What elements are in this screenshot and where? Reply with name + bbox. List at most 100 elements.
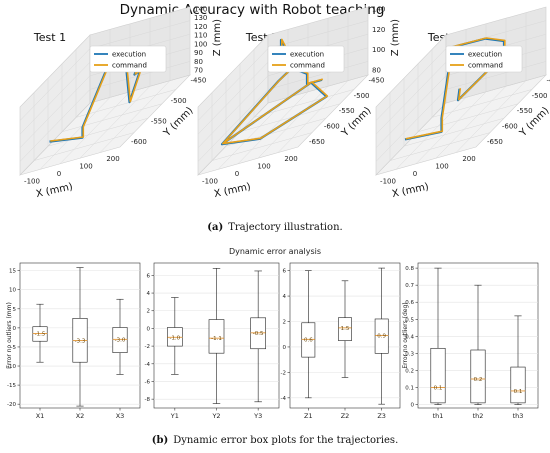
z-axis-label: Z (mm) xyxy=(390,19,401,56)
median-label: 0.2 xyxy=(474,377,483,383)
x-tick-label: 100 xyxy=(257,163,270,171)
z-axis-label: Z (mm) xyxy=(212,19,223,56)
median-label: -0.5 xyxy=(253,331,264,337)
box xyxy=(301,322,316,358)
x-tick-label: 200 xyxy=(284,155,297,163)
z-tick-label: 140 xyxy=(372,5,385,13)
panel-title: Test 1 xyxy=(33,31,66,44)
y-tick-label: 2 xyxy=(147,309,151,315)
y-tick-label: 0.4 xyxy=(405,334,414,340)
box-suptitle: Dynamic error analysis xyxy=(229,247,321,256)
y-tick-label: 0.5 xyxy=(405,317,414,323)
y-tick-label: -450 xyxy=(547,77,550,85)
z-tick-label: 110 xyxy=(194,32,207,40)
y-axis-label: Error no outliers (mm) xyxy=(6,302,13,369)
y-tick-label: -650 xyxy=(487,138,503,146)
y-tick-label: -500 xyxy=(354,92,370,100)
y-tick-label: -20 xyxy=(7,402,16,408)
x-tick-label: Y1 xyxy=(170,412,179,420)
y-tick-label: -550 xyxy=(151,117,167,125)
y-tick-label: 0 xyxy=(283,345,287,351)
box xyxy=(250,317,266,350)
y-tick-label: -4 xyxy=(145,362,151,368)
y-tick-label: 5 xyxy=(13,307,17,313)
x-axis-label: X (mm) xyxy=(213,181,252,200)
z-tick-label: 90 xyxy=(194,49,203,57)
grid-line xyxy=(61,103,163,133)
box xyxy=(374,318,389,354)
median-label: 1.5 xyxy=(341,326,350,332)
x-tick-label: 100 xyxy=(79,163,92,171)
median-label: 0.1 xyxy=(514,389,523,395)
z-tick-label: 100 xyxy=(372,46,385,54)
y-tick-label: -600 xyxy=(502,123,518,131)
z-tick-label: 130 xyxy=(194,14,207,22)
y-tick-label: 0.3 xyxy=(405,351,414,357)
legend-label: command xyxy=(112,62,147,70)
y-tick-label: -650 xyxy=(309,138,325,146)
boxplot-theta: 0.8 0.7 0.6 0.5 0.4 0.3 0.2 0.1 0 Error no outlie… xyxy=(402,262,539,420)
boxplot-x: 15 10 5 0 -5 -10 -15 -20 Error no outliers (mm) -… xyxy=(6,262,141,420)
legend-label: command xyxy=(468,62,503,70)
boxplot-z: 6 4 2 0 -2 -4 0.6 Z1 1.5 Z2 0.9 Z3 xyxy=(281,262,401,420)
box xyxy=(510,366,526,404)
median-label: 0.9 xyxy=(377,334,386,340)
legend-label: execution xyxy=(468,51,502,59)
y-tick-label: 0.2 xyxy=(405,368,414,374)
x-tick-label: -100 xyxy=(24,178,40,186)
grid-line xyxy=(75,89,177,118)
z-tick-label: 100 xyxy=(194,40,207,48)
y-tick-label: 0.6 xyxy=(405,300,414,306)
median-label: -1.1 xyxy=(211,336,222,342)
grid-line xyxy=(47,117,149,147)
y-tick-label: 2 xyxy=(283,320,287,326)
y-axis-label: Error no outliers (deg) xyxy=(402,302,409,368)
x-tick-label: 200 xyxy=(106,155,119,163)
legend-label: command xyxy=(290,62,325,70)
median-label: -1.0 xyxy=(169,335,180,341)
box xyxy=(208,319,225,354)
x-tick-label: th1 xyxy=(433,412,444,420)
y-tick-label: -550 xyxy=(517,107,533,115)
grid-line xyxy=(253,89,355,118)
box xyxy=(470,349,486,404)
y-tick-label: 0.1 xyxy=(405,386,414,392)
y-tick-label: 4 xyxy=(147,291,151,297)
x-tick-label: -100 xyxy=(202,178,218,186)
z-tick-label: 80 xyxy=(194,58,203,66)
x-tick-label: -100 xyxy=(380,178,396,186)
median-label: 0.6 xyxy=(304,337,313,343)
x-tick-label: th3 xyxy=(513,412,524,420)
median-label: 0.1 xyxy=(434,386,443,392)
y-tick-label: 6 xyxy=(283,269,287,275)
x-tick-label: th2 xyxy=(473,412,484,420)
x-tick-label: Y2 xyxy=(211,412,220,420)
x-tick-label: Y3 xyxy=(253,412,262,420)
x-tick-label: Z2 xyxy=(341,412,350,420)
y-tick-label: 0 xyxy=(147,326,151,332)
y-tick-label: 6 xyxy=(147,273,151,279)
z-tick-label: 80 xyxy=(372,67,381,75)
median-label: -3.0 xyxy=(115,337,126,343)
grid-line xyxy=(211,132,313,161)
grid-line xyxy=(417,103,519,133)
x-tick-label: 100 xyxy=(435,163,448,171)
y-tick-label: 4 xyxy=(283,294,287,300)
median-label: -3.3 xyxy=(75,338,86,344)
x-tick-label: 0 xyxy=(413,170,417,178)
x-tick-label: X1 xyxy=(36,412,45,420)
grid-line xyxy=(389,132,491,161)
caption-a: (a) Trajectory illustration. xyxy=(207,222,342,233)
y-tick-label: -450 xyxy=(369,77,385,85)
y-tick-label: -450 xyxy=(191,77,207,85)
y-tick-label: -600 xyxy=(131,138,147,146)
y-tick-label: -4 xyxy=(281,396,287,402)
grid-line xyxy=(79,18,151,159)
grid-line xyxy=(431,89,533,118)
y-tick-label: -6 xyxy=(145,379,151,385)
caption-a-text: Trajectory illustration. xyxy=(228,222,342,233)
caption-b-label: (b) xyxy=(152,435,168,446)
